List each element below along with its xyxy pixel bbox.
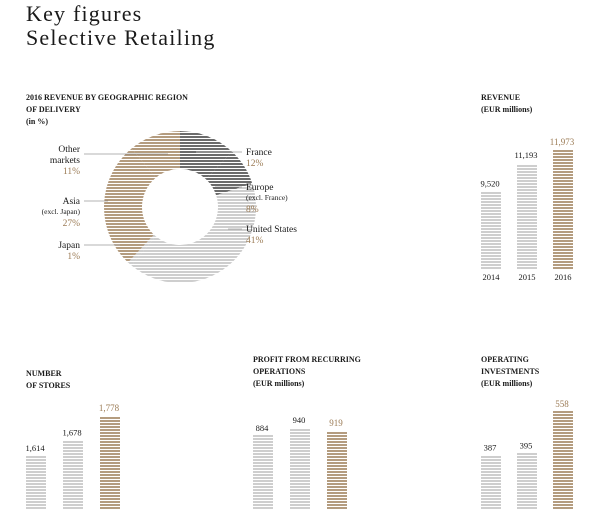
profit-chart-value-label: 884 xyxy=(256,423,270,433)
pie-chart-title-line: 2016 REVENUE BY GEOGRAPHIC REGION xyxy=(26,93,188,102)
page-title: Key figures Selective Retailing xyxy=(26,2,216,50)
revenue-chart-bar-2015 xyxy=(517,165,537,269)
profit-chart-title-line: OPERATIONS xyxy=(253,367,306,376)
pie-label-other-markets: Other xyxy=(58,145,80,155)
pie-slice-asia xyxy=(104,148,156,263)
pie-value-japan: 1% xyxy=(67,252,80,262)
revenue-chart-bar-2014 xyxy=(481,192,501,269)
pie-sublabel-europe: (excl. France) xyxy=(246,193,288,202)
profit-chart-value-label: 940 xyxy=(293,415,306,425)
pie-chart: 2016 REVENUE BY GEOGRAPHIC REGION OF DELI… xyxy=(26,93,297,282)
page-title-line-2: Selective Retailing xyxy=(26,25,216,50)
revenue-chart-value-label: 11,973 xyxy=(550,137,575,147)
pie-label-europe: Europe xyxy=(246,183,273,193)
pie-value-asia: 27% xyxy=(63,219,81,229)
profit-chart-title-line: PROFIT FROM RECURRING xyxy=(253,355,361,364)
profit-chart: PROFIT FROM RECURRING OPERATIONS (EUR mill… xyxy=(253,355,361,509)
stores-chart-bar-2015 xyxy=(63,441,83,509)
investments-chart-value-label: 387 xyxy=(484,442,497,452)
pie-value-other-markets: 11% xyxy=(63,167,80,177)
revenue-chart-category-label: 2015 xyxy=(519,272,536,282)
pie-label-other-markets: markets xyxy=(50,156,80,166)
revenue-chart-category-label: 2014 xyxy=(483,272,501,282)
stores-chart: NUMBER OF STORES 1,614 1,678 1,778 xyxy=(25,369,120,509)
revenue-chart-title-line: (EUR millions) xyxy=(481,105,533,114)
profit-chart-bar-2016 xyxy=(327,432,347,509)
pie-value-united-states: 41% xyxy=(246,236,264,246)
profit-chart-value-label: 919 xyxy=(329,418,343,428)
pie-chart-title-line: OF DELIVERY xyxy=(26,105,81,114)
investments-chart-value-label: 395 xyxy=(520,440,533,450)
pie-label-france: France xyxy=(246,148,272,158)
stores-chart-bar-2014 xyxy=(26,456,46,509)
investments-chart: OPERATING INVESTMENTS (EUR millions) 387 395… xyxy=(481,355,573,509)
revenue-chart-title-line: REVENUE xyxy=(481,93,520,102)
stores-chart-bar-2016 xyxy=(100,417,120,509)
stores-chart-title-line: OF STORES xyxy=(26,381,71,390)
investments-chart-value-label: 558 xyxy=(555,399,569,409)
stores-chart-value-label: 1,614 xyxy=(25,443,45,453)
page-title-line-1: Key figures xyxy=(26,1,143,26)
profit-chart-bar-2015 xyxy=(290,429,310,509)
revenue-chart-category-label: 2016 xyxy=(555,272,572,282)
investments-chart-bar-2016 xyxy=(553,411,573,509)
profit-chart-bar-2014 xyxy=(253,435,273,509)
investments-chart-title-line: (EUR millions) xyxy=(481,379,533,388)
stores-chart-title-line: NUMBER xyxy=(26,369,62,378)
investments-chart-bar-2014 xyxy=(481,456,501,509)
pie-sublabel-asia: (excl. Japan) xyxy=(42,207,81,216)
pie-label-japan: Japan xyxy=(58,241,80,251)
revenue-chart-value-label: 11,193 xyxy=(514,150,537,160)
pie-value-france: 12% xyxy=(246,159,264,169)
revenue-chart-bar-2016 xyxy=(553,150,573,269)
investments-chart-bar-2015 xyxy=(517,453,537,509)
pie-chart-title-line: (in %) xyxy=(26,117,48,126)
investments-chart-title-line: OPERATING xyxy=(481,355,529,364)
profit-chart-title-line: (EUR millions) xyxy=(253,379,305,388)
pie-label-asia: Asia xyxy=(63,197,81,207)
pie-label-united-states: United States xyxy=(246,225,297,235)
investments-chart-title-line: INVESTMENTS xyxy=(481,367,540,376)
revenue-chart-value-label: 9,520 xyxy=(480,179,499,189)
stores-chart-value-label: 1,678 xyxy=(62,427,81,437)
pie-value-europe: 8% xyxy=(246,205,259,215)
revenue-chart: REVENUE (EUR millions) 9,520 2014 11,193 2015… xyxy=(480,93,574,282)
stores-chart-value-label: 1,778 xyxy=(99,403,120,413)
